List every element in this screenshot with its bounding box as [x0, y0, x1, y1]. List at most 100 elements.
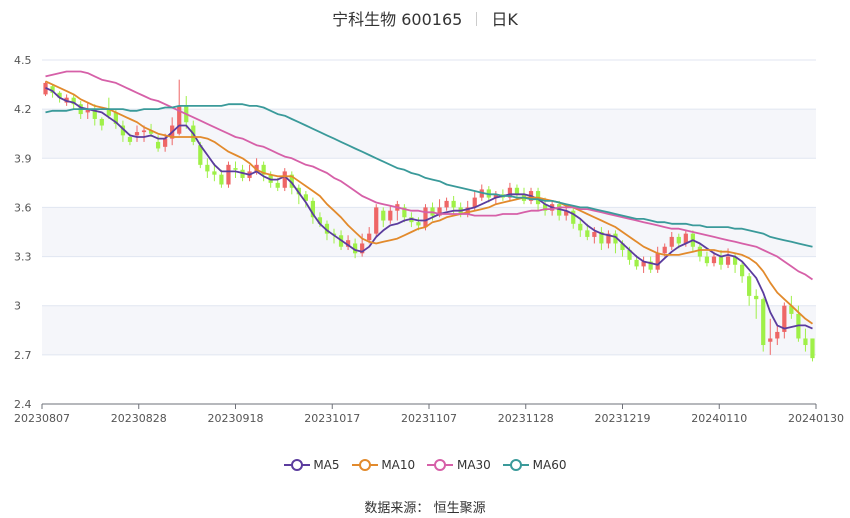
candle-body: [683, 233, 688, 244]
candle-body: [402, 207, 407, 218]
candle-body: [613, 233, 618, 244]
candle-body: [775, 331, 780, 339]
candle-body: [655, 253, 660, 270]
period-label[interactable]: 日K: [491, 10, 518, 29]
candle-body: [782, 305, 787, 332]
candle-body: [507, 187, 513, 198]
y-tick-label: 3.9: [14, 152, 32, 165]
candle-body: [275, 182, 280, 188]
data-source: 数据来源： 恒生聚源: [0, 497, 850, 516]
candle-body: [676, 236, 681, 244]
x-tick-label: 20230807: [14, 412, 70, 425]
candle-body: [564, 210, 569, 216]
candle-body: [324, 223, 330, 234]
legend-item-ma10[interactable]: MA10: [351, 458, 416, 472]
candle-body: [282, 171, 287, 188]
stock-name: 宁科生物 600165: [332, 10, 463, 29]
candle-body: [353, 243, 358, 254]
legend-label: MA10: [377, 458, 416, 472]
candle-body: [606, 233, 611, 244]
candle-body: [374, 207, 379, 234]
candle-body: [732, 256, 738, 265]
title-separator: [476, 12, 478, 26]
x-tick-label: 20240110: [691, 412, 747, 425]
grid-band: [42, 305, 816, 355]
candle-body: [254, 164, 259, 172]
candle-body: [141, 130, 147, 133]
candle-body: [747, 276, 752, 296]
ma-line-ma10: [45, 80, 814, 325]
candle-body: [451, 200, 456, 208]
candle-body: [360, 243, 365, 254]
chart-title: 宁科生物 600165 日K: [0, 6, 850, 30]
candle-body: [226, 164, 231, 185]
ma-line-ma60: [45, 103, 813, 248]
candle-body: [578, 223, 583, 231]
x-tick-label: 20231107: [401, 412, 457, 425]
legend-item-ma30[interactable]: MA30: [427, 458, 491, 472]
legend-marker-icon: [351, 459, 378, 471]
candle-body: [310, 200, 316, 218]
candle-body: [711, 256, 717, 264]
candle-body: [134, 132, 140, 136]
candle-body: [620, 243, 625, 251]
candle-body: [198, 145, 203, 165]
candle-body: [697, 246, 703, 257]
candle-body: [120, 125, 126, 136]
candle-body: [99, 118, 104, 126]
candle-body: [669, 236, 674, 247]
source-label: 数据来源：: [364, 501, 430, 516]
candle-body: [662, 246, 667, 254]
candle-body: [261, 164, 266, 175]
candle-body: [85, 109, 90, 113]
candle-body: [367, 233, 372, 241]
legend-marker-icon: [283, 459, 310, 471]
candle-body: [704, 256, 710, 264]
candle-body: [113, 112, 118, 124]
y-tick-label: 3.3: [14, 251, 32, 264]
legend-label: MA30: [453, 458, 491, 472]
candle-body: [57, 92, 62, 98]
candle-body: [648, 261, 653, 270]
candle-body: [718, 256, 724, 265]
candle-body: [465, 207, 470, 214]
candle-body: [155, 141, 161, 149]
candle-body: [177, 105, 182, 134]
candle-body: [627, 250, 632, 260]
source-value: 恒生聚源: [433, 501, 486, 516]
legend: MA5 MA10 MA30 MA60: [0, 458, 850, 472]
candle-body: [472, 197, 477, 208]
candle-body: [205, 164, 210, 172]
candle-body: [493, 194, 498, 198]
y-tick-label: 2.4: [14, 398, 32, 411]
candle-body: [303, 194, 308, 201]
legend-item-ma5[interactable]: MA5: [283, 458, 340, 472]
candle-body: [71, 97, 76, 105]
legend-marker-icon: [427, 459, 454, 471]
candle-body: [641, 261, 646, 267]
candle-body: [592, 232, 597, 237]
candle-body: [92, 109, 97, 119]
candle-body: [634, 259, 639, 267]
candle-body: [127, 136, 133, 142]
candle-body: [163, 138, 168, 147]
y-tick-label: 3: [14, 300, 21, 313]
candle-body: [437, 207, 442, 216]
candle-body: [233, 168, 238, 170]
candle-body: [219, 174, 224, 185]
candle-body: [803, 338, 808, 346]
x-tick-label: 20231017: [304, 412, 360, 425]
candle-body: [50, 86, 55, 93]
candle-body: [768, 338, 773, 342]
y-tick-label: 3.6: [14, 201, 32, 214]
candle-body: [296, 187, 301, 195]
ma-line-ma5: [45, 86, 813, 330]
candle-body: [542, 204, 548, 211]
x-tick-label: 20230828: [111, 412, 167, 425]
legend-label: MA5: [309, 458, 340, 472]
legend-item-ma60[interactable]: MA60: [502, 458, 566, 472]
candle-body: [789, 305, 794, 314]
candle-body: [599, 232, 604, 244]
candle-body: [725, 256, 731, 265]
